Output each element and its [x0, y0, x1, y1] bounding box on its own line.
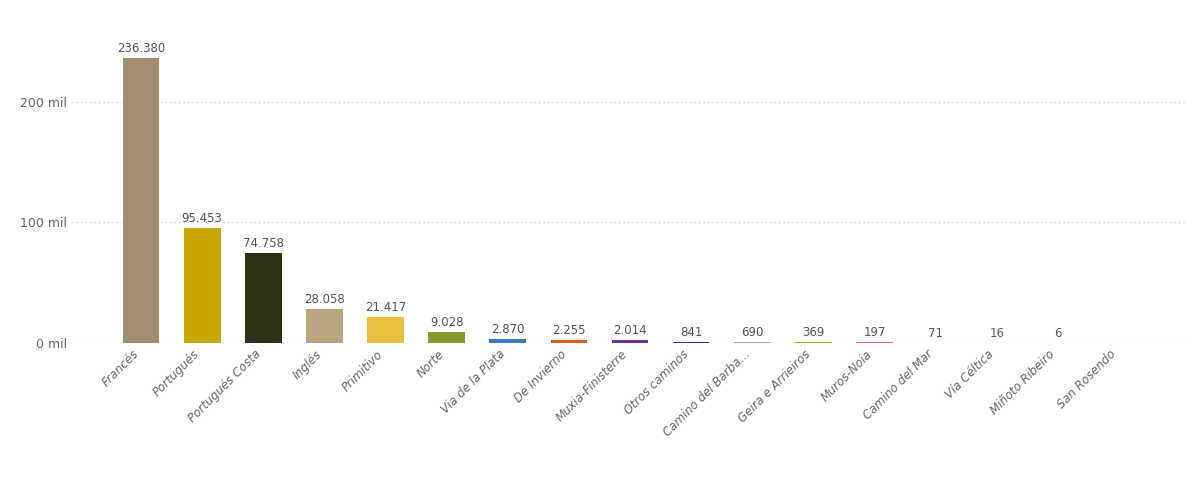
Bar — [184, 228, 221, 343]
Text: 95.453: 95.453 — [181, 212, 223, 225]
Bar — [428, 332, 464, 343]
Text: 28.058: 28.058 — [304, 293, 344, 306]
Text: 236.380: 236.380 — [116, 42, 166, 55]
Text: 2.014: 2.014 — [613, 324, 647, 337]
Bar — [612, 340, 648, 343]
Text: 74.758: 74.758 — [242, 236, 283, 249]
Bar — [551, 340, 587, 343]
Text: 21.417: 21.417 — [365, 301, 406, 314]
Text: 369: 369 — [802, 326, 824, 339]
Bar — [734, 342, 770, 343]
Bar — [367, 317, 404, 343]
Text: 9.028: 9.028 — [430, 316, 463, 329]
Text: 71: 71 — [928, 327, 943, 340]
Bar — [122, 58, 160, 343]
Text: 6: 6 — [1054, 327, 1062, 340]
Bar — [306, 309, 343, 343]
Text: 16: 16 — [989, 327, 1004, 340]
Text: 690: 690 — [742, 326, 763, 339]
Text: 197: 197 — [863, 327, 886, 340]
Bar — [490, 339, 526, 343]
Bar — [245, 253, 282, 343]
Text: 841: 841 — [680, 326, 702, 339]
Text: 2.255: 2.255 — [552, 324, 586, 337]
Text: 2.870: 2.870 — [491, 323, 524, 336]
Bar — [673, 342, 709, 343]
